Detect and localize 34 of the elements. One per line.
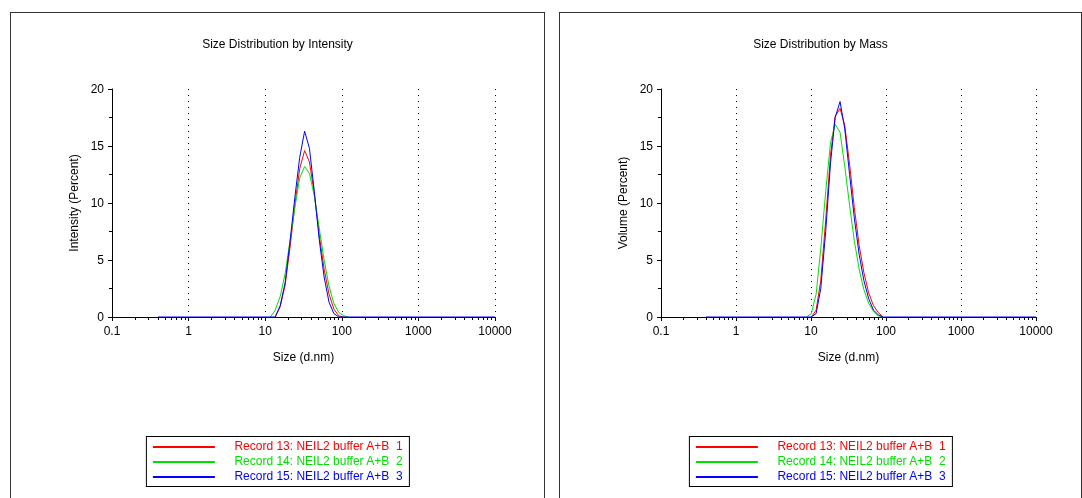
text: Record 13: NEIL2 buffer A+B 1	[777, 439, 946, 454]
y-tick-label: 20	[90, 82, 105, 96]
y-tick-label: 15	[90, 139, 105, 153]
text: Record 14: NEIL2 buffer A+B 2	[234, 454, 403, 469]
x-axis-title: Size (d.nm)	[272, 350, 335, 364]
y-tick-label: 0	[646, 310, 654, 324]
y-tick-label: 5	[97, 253, 105, 267]
x-tick-label: 10	[804, 324, 818, 338]
y-tick-label: 5	[646, 253, 654, 267]
y-tick-label: 20	[639, 82, 654, 96]
text: Record 15: NEIL2 buffer A+B 3	[777, 469, 946, 484]
text: Record 15: NEIL2 buffer A+B 3	[234, 469, 403, 484]
y-tick-label: 0	[97, 310, 105, 324]
x-tick-label: 1000	[947, 324, 975, 338]
text: Record 14: NEIL2 buffer A+B 2	[777, 454, 946, 469]
x-tick-label: 100	[331, 324, 353, 338]
x-tick-label: 10000	[1019, 324, 1054, 338]
x-tick-label: 100	[875, 324, 897, 338]
y-tick-label: 15	[639, 139, 654, 153]
x-tick-label: 10	[258, 324, 273, 338]
y-axis-title: Intensity (Percent)	[66, 154, 81, 252]
x-axis-title: Size (d.nm)	[817, 350, 880, 364]
x-tick-label: 10000	[478, 324, 513, 338]
x-tick-label: 0.1	[652, 324, 670, 338]
chart-title: Size Distribution by Intensity	[202, 37, 353, 51]
y-tick-label: 10	[90, 196, 105, 210]
x-tick-label: 0.1	[103, 324, 121, 338]
x-tick-label: 1	[185, 324, 193, 338]
y-tick-label: 10	[639, 196, 654, 210]
x-tick-label: 1000	[405, 324, 433, 338]
text: Record 13: NEIL2 buffer A+B 1	[234, 439, 403, 454]
y-axis-title: Volume (Percent)	[615, 156, 630, 250]
chart-title: Size Distribution by Mass	[753, 37, 888, 51]
x-tick-label: 1	[732, 324, 740, 338]
